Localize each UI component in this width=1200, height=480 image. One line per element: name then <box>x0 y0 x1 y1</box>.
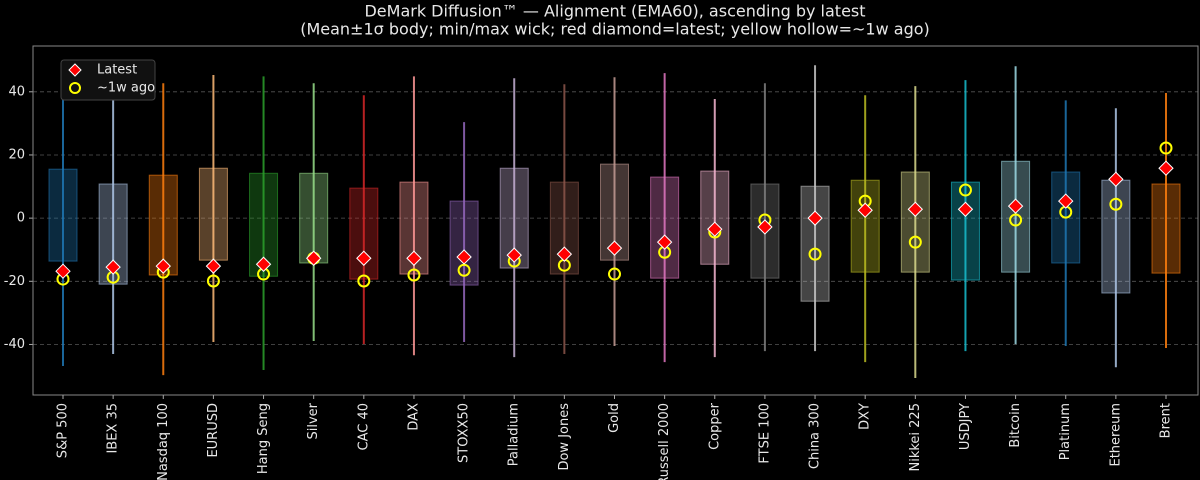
body <box>299 172 329 264</box>
latest-marker <box>957 201 974 217</box>
body <box>1001 160 1031 273</box>
latest-marker <box>857 202 873 218</box>
latest-marker <box>356 250 372 266</box>
latest-marker <box>556 246 573 262</box>
latest-marker <box>757 219 773 235</box>
x-tick-label: Bitcoin <box>1008 403 1023 448</box>
latest-marker <box>1108 171 1124 187</box>
x-tick-label: Nasdaq 100 <box>156 403 171 480</box>
y-tick-label: 0 <box>17 211 25 226</box>
x-tick-label: DAX <box>406 403 421 431</box>
latest-marker <box>807 210 823 226</box>
x-tick-label: Copper <box>707 402 722 450</box>
latest-marker <box>656 234 673 250</box>
x-tick-label: Hang Seng <box>256 403 271 474</box>
legend-marker <box>69 82 81 94</box>
body <box>449 200 479 286</box>
x-tick-label: Gold <box>607 403 622 433</box>
y-tick-label: 20 <box>8 147 25 162</box>
y-tick-label: 40 <box>8 84 25 99</box>
x-tick-label: Brent <box>1159 403 1174 438</box>
legend-label: ~1w ago <box>97 81 155 96</box>
week-ago-marker <box>357 274 371 288</box>
y-tick-label: -20 <box>4 274 25 289</box>
y-tick-label: -40 <box>4 337 25 352</box>
x-tick-label: Ethereum <box>1108 403 1123 467</box>
legend-box <box>60 59 156 101</box>
latest-marker <box>205 258 222 274</box>
latest-marker <box>1058 193 1074 209</box>
latest-marker <box>707 221 723 237</box>
latest-marker <box>55 263 71 279</box>
latest-marker <box>606 240 623 256</box>
x-tick-label: Platinum <box>1058 403 1073 460</box>
latest-marker <box>1158 160 1174 176</box>
x-tick-label: Dow Jones <box>557 403 572 471</box>
latest-marker <box>155 258 171 274</box>
week-ago-marker <box>958 183 972 197</box>
body <box>950 181 980 281</box>
week-ago-marker <box>908 235 922 249</box>
body <box>1051 171 1081 264</box>
body <box>148 174 178 276</box>
week-ago-marker <box>457 263 471 277</box>
body <box>900 171 930 273</box>
week-ago-marker <box>407 268 421 282</box>
x-tick-label: China 300 <box>808 403 823 469</box>
body <box>198 167 228 261</box>
latest-marker <box>255 256 272 272</box>
x-tick-label: CAC 40 <box>356 403 371 451</box>
x-tick-label: Silver <box>306 402 321 439</box>
body <box>48 168 78 262</box>
body <box>850 179 880 273</box>
x-tick-label: Russell 2000 <box>657 403 672 480</box>
x-tick-label: EURUSD <box>206 403 221 458</box>
body <box>1151 183 1181 274</box>
latest-marker <box>1007 198 1024 214</box>
body <box>650 176 680 279</box>
x-tick-label: S&P 500 <box>56 403 71 458</box>
chart-subtitle: (Mean±1σ body; min/max wick; red diamond… <box>300 20 930 39</box>
body <box>800 185 830 302</box>
week-ago-marker <box>1109 197 1123 211</box>
x-tick-label: STOXX50 <box>457 403 472 463</box>
week-ago-marker <box>1009 213 1023 227</box>
latest-marker <box>907 201 924 217</box>
plot-frame <box>32 45 1199 396</box>
latest-marker <box>456 249 472 265</box>
latest-marker <box>506 247 522 263</box>
week-ago-marker <box>206 274 220 288</box>
body <box>700 170 730 265</box>
x-tick-label: FTSE 100 <box>757 403 772 464</box>
week-ago-marker <box>1159 141 1173 155</box>
week-ago-marker <box>808 247 822 261</box>
legend-label: Latest <box>97 63 137 78</box>
x-tick-label: Palladium <box>507 403 522 466</box>
x-tick-label: Nikkei 225 <box>908 403 923 472</box>
x-tick-label: IBEX 35 <box>106 403 121 454</box>
x-tick-label: USDJPY <box>958 403 973 450</box>
legend-marker <box>68 63 82 77</box>
body <box>1101 179 1131 294</box>
week-ago-marker <box>608 267 621 281</box>
latest-marker <box>105 259 121 275</box>
chart-title: DeMark Diffusion™ — Alignment (EMA60), a… <box>364 2 865 21</box>
latest-marker <box>406 250 422 266</box>
x-tick-label: DXY <box>858 403 873 430</box>
latest-marker <box>305 250 322 266</box>
